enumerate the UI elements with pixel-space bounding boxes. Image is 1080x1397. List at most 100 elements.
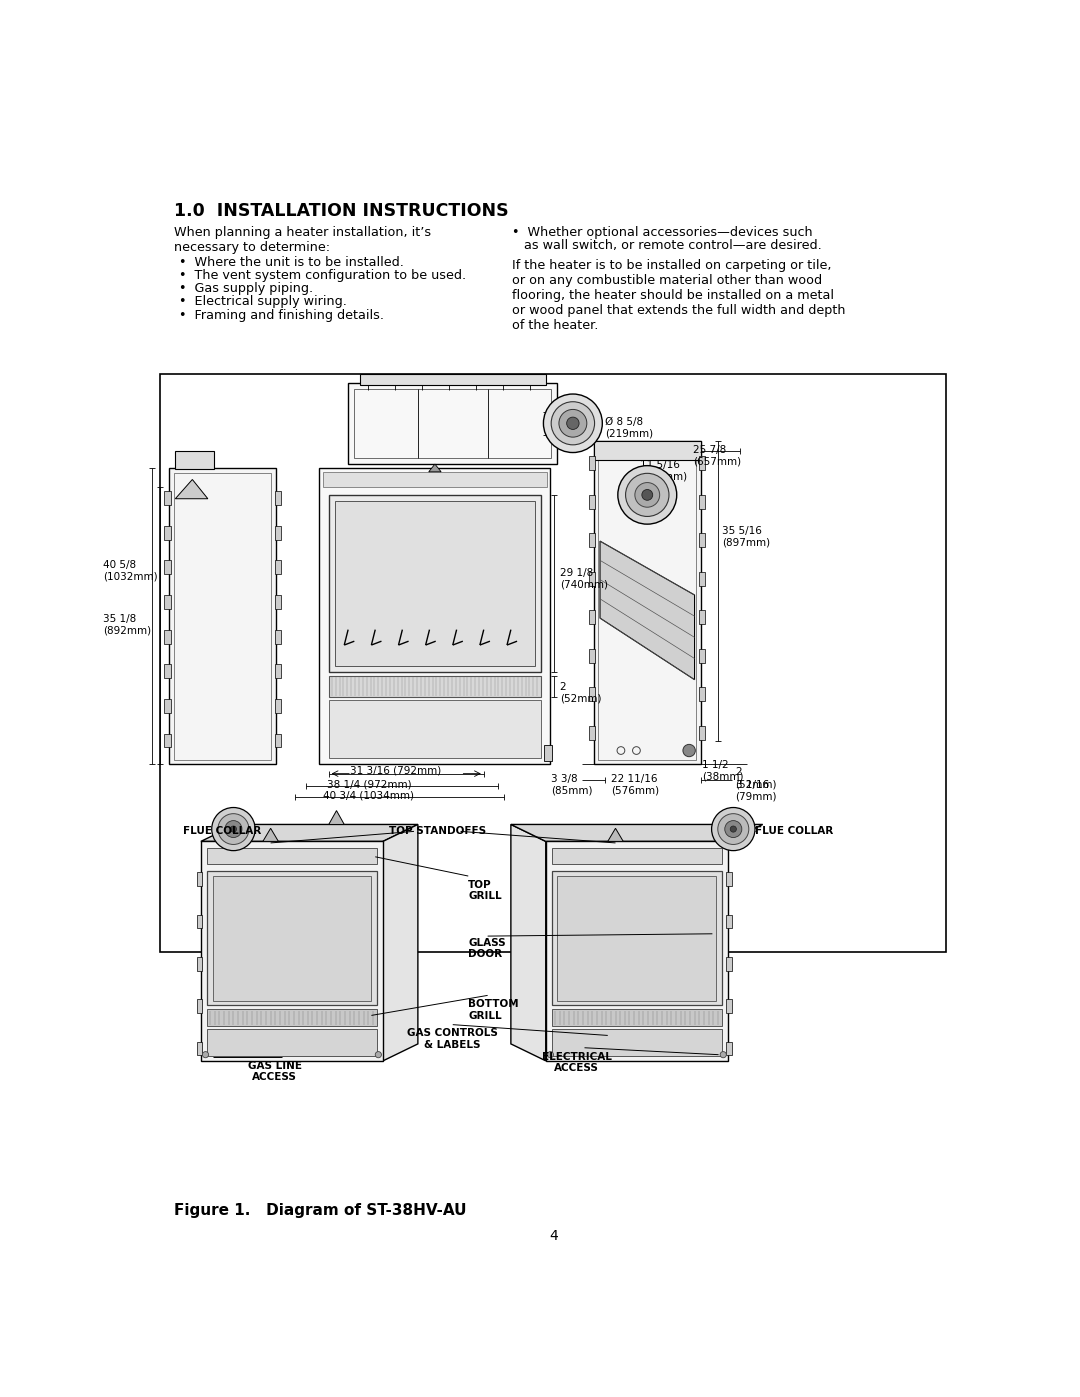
Bar [594, 441, 701, 460]
Bar [328, 495, 541, 672]
Circle shape [718, 813, 748, 844]
Polygon shape [608, 828, 623, 841]
Text: •  The vent system configuration to be used.: • The vent system configuration to be us… [179, 270, 467, 282]
Bar [207, 848, 377, 865]
Bar [594, 441, 701, 764]
Bar [320, 468, 551, 764]
Bar [164, 560, 171, 574]
Text: 3 3/8
(85mm): 3 3/8 (85mm) [551, 774, 593, 795]
Text: 40 5/8
(1032mm): 40 5/8 (1032mm) [104, 560, 158, 583]
Bar [552, 1030, 721, 1056]
Bar [335, 502, 535, 666]
Polygon shape [600, 541, 694, 680]
Bar [201, 841, 383, 1060]
Text: When planning a heater installation, it’s
necessary to determine:: When planning a heater installation, it’… [174, 226, 431, 254]
Bar [164, 698, 171, 712]
Text: 38 1/4 (972mm): 38 1/4 (972mm) [327, 780, 411, 789]
Polygon shape [511, 824, 762, 841]
Bar [170, 468, 276, 764]
Circle shape [567, 418, 579, 429]
Bar [207, 1009, 377, 1027]
Text: GAS CONTROLS
& LABELS: GAS CONTROLS & LABELS [407, 1028, 498, 1051]
Polygon shape [511, 824, 545, 1060]
Text: FLUE COLLAR: FLUE COLLAR [183, 826, 261, 835]
Bar [274, 490, 281, 504]
Text: 35 5/16
(897mm): 35 5/16 (897mm) [723, 525, 770, 548]
Text: 2
(52mm): 2 (52mm) [735, 767, 778, 789]
Bar [207, 870, 377, 1006]
Text: 1.0  INSTALLATION INSTRUCTIONS: 1.0 INSTALLATION INSTRUCTIONS [174, 201, 509, 219]
Circle shape [230, 826, 237, 833]
Text: 4: 4 [549, 1229, 558, 1243]
Bar [274, 665, 281, 678]
Bar [164, 733, 171, 747]
Text: 3 1/16
(79mm): 3 1/16 (79mm) [735, 780, 778, 802]
Bar [552, 848, 721, 865]
Bar [590, 457, 595, 471]
Bar [274, 560, 281, 574]
Circle shape [635, 482, 660, 507]
Circle shape [725, 820, 742, 838]
Bar [197, 872, 202, 886]
Bar [164, 595, 171, 609]
Polygon shape [175, 479, 207, 499]
Text: FLUE COLLAR: FLUE COLLAR [755, 826, 834, 835]
Circle shape [720, 1052, 727, 1058]
Bar [544, 745, 552, 760]
Bar [274, 525, 281, 539]
Bar [274, 698, 281, 712]
Bar [175, 451, 214, 469]
Bar [207, 1030, 377, 1056]
Circle shape [212, 807, 255, 851]
Circle shape [375, 1052, 381, 1058]
Circle shape [202, 1052, 208, 1058]
Circle shape [218, 813, 248, 844]
Bar [197, 999, 202, 1013]
Bar [552, 1009, 721, 1027]
Bar [590, 495, 595, 509]
Polygon shape [201, 824, 418, 841]
Bar [699, 457, 705, 471]
Bar [174, 472, 271, 760]
Bar [699, 495, 705, 509]
Circle shape [642, 489, 652, 500]
Bar [557, 876, 716, 1000]
Polygon shape [262, 828, 279, 841]
Text: 40 3/4 (1034mm): 40 3/4 (1034mm) [323, 791, 415, 800]
Bar [197, 1042, 202, 1056]
Bar [213, 876, 372, 1000]
Bar [727, 915, 732, 929]
Text: TOP
GRILL: TOP GRILL [469, 880, 502, 901]
Bar [598, 446, 697, 760]
Text: 31 3/16 (792mm): 31 3/16 (792mm) [350, 766, 442, 775]
Text: 1 1/2
(38mm): 1 1/2 (38mm) [702, 760, 744, 781]
Circle shape [225, 820, 242, 838]
Circle shape [618, 465, 677, 524]
Bar [164, 630, 171, 644]
Bar [590, 571, 595, 585]
Bar [360, 374, 545, 384]
Bar [699, 726, 705, 740]
Bar [348, 383, 557, 464]
Circle shape [712, 807, 755, 851]
Bar [727, 999, 732, 1013]
Text: •  Gas supply piping.: • Gas supply piping. [179, 282, 313, 295]
Text: GAS LINE
ACCESS: GAS LINE ACCESS [247, 1060, 301, 1083]
Bar [323, 472, 546, 488]
Circle shape [543, 394, 603, 453]
Text: ELECTRICAL
ACCESS: ELECTRICAL ACCESS [542, 1052, 611, 1073]
Bar [699, 687, 705, 701]
Bar [590, 534, 595, 548]
Bar [590, 687, 595, 701]
Bar [164, 525, 171, 539]
Bar [727, 872, 732, 886]
Bar [197, 915, 202, 929]
Circle shape [559, 409, 586, 437]
Text: BOTTOM
GRILL: BOTTOM GRILL [469, 999, 518, 1021]
Bar [164, 490, 171, 504]
Bar [590, 610, 595, 624]
Text: GLASS
DOOR: GLASS DOOR [469, 937, 505, 960]
Bar [699, 648, 705, 662]
Text: 2
(52mm): 2 (52mm) [559, 682, 602, 704]
Text: 29 1/8
(740mm): 29 1/8 (740mm) [559, 569, 608, 590]
